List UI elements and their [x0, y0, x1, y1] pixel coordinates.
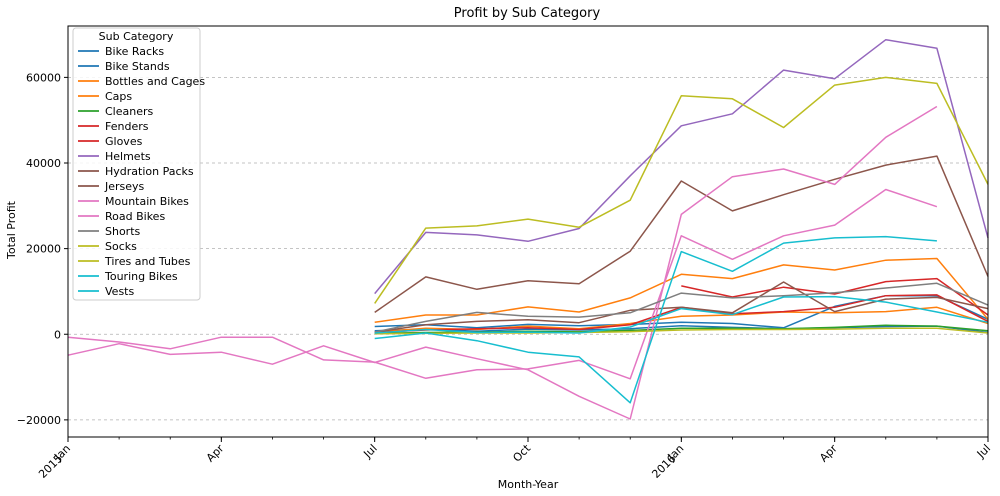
legend-entry: Hydration Packs [105, 165, 194, 178]
legend-entry: Gloves [105, 135, 143, 148]
legend-entry: Shorts [105, 225, 141, 238]
y-axis-title: Total Profit [5, 200, 18, 260]
series-line [374, 257, 989, 324]
chart-title: Profit by Sub Category [454, 6, 601, 21]
series-line [681, 277, 989, 316]
legend-entry: Cleaners [105, 105, 154, 118]
y-tick-label: 40000 [26, 157, 61, 170]
legend-entry: Socks [105, 240, 137, 253]
legend-entry: Caps [105, 90, 132, 103]
legend-entry: Helmets [105, 150, 151, 163]
series-line [374, 235, 937, 404]
series-line [374, 282, 989, 333]
y-tick-label: −20000 [17, 414, 61, 427]
y-tick-label: 20000 [26, 243, 61, 256]
legend-entry: Vests [105, 285, 134, 298]
legend-entry: Tires and Tubes [104, 255, 191, 268]
series-line [374, 295, 989, 334]
legend-entry: Road Bikes [105, 210, 165, 223]
legend-entry: Bottles and Cages [105, 75, 205, 88]
y-tick-label: 60000 [26, 71, 61, 84]
series-line [67, 105, 938, 420]
series-line [374, 38, 989, 295]
series-line [374, 324, 989, 334]
series-line [67, 188, 938, 380]
legend-entry: Fenders [105, 120, 149, 133]
series-line [374, 306, 989, 333]
legend: Sub Category Bike Racks Bike Stands Bottle… [72, 27, 205, 301]
legend-entry: Mountain Bikes [105, 195, 189, 208]
legend-entry: Touring Bikes [104, 270, 178, 283]
legend-title: Sub Category [99, 30, 174, 43]
series-line [374, 76, 989, 304]
x-axis-title: Month-Year [498, 478, 559, 491]
legend-entry: Bike Stands [105, 60, 170, 73]
series-line [374, 155, 989, 314]
series-line [374, 281, 989, 333]
legend-box [72, 27, 201, 301]
legend-entry: Bike Racks [105, 45, 164, 58]
series-lines [67, 38, 989, 420]
y-tick-label: 0 [54, 328, 61, 341]
legend-entry: Jerseys [104, 180, 145, 193]
